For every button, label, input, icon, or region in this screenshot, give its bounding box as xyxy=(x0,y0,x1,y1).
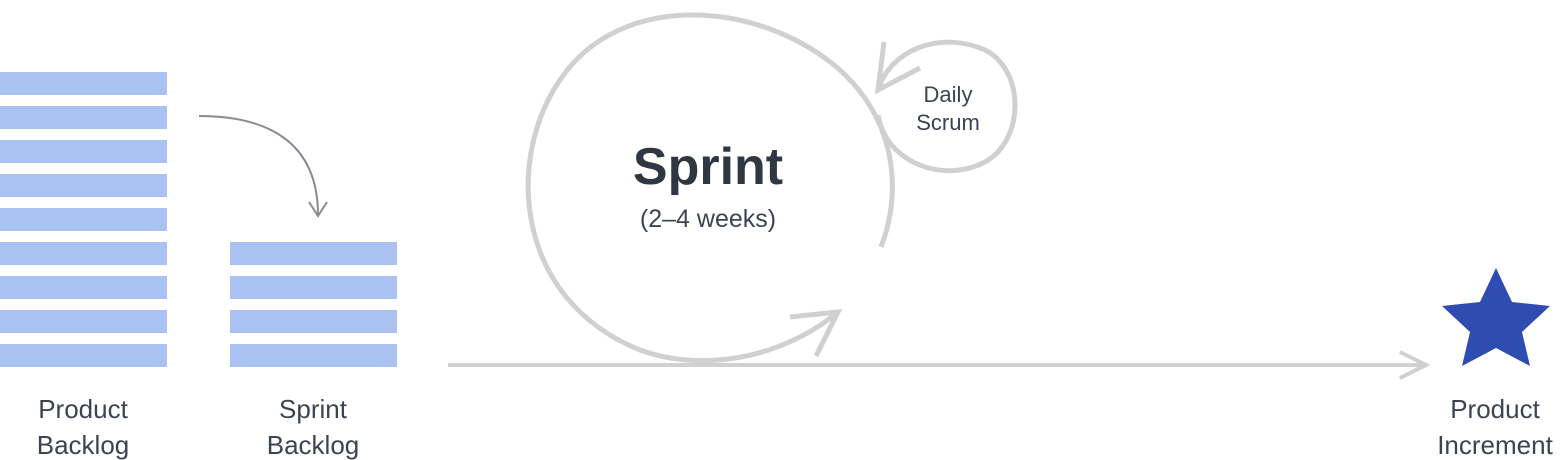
sprint-backlog-item xyxy=(230,276,397,299)
sprint-backlog-item xyxy=(230,344,397,367)
sprint-backlog-stack xyxy=(230,242,397,367)
timeline-arrow xyxy=(448,350,1431,380)
product-backlog-item xyxy=(0,310,167,333)
product-backlog-item xyxy=(0,72,167,95)
daily-scrum-loop xyxy=(874,39,1018,174)
sprint-cycle-loop xyxy=(525,12,895,364)
product-backlog-item xyxy=(0,140,167,163)
daily-scrum-label-line2: Scrum xyxy=(916,110,980,135)
product-backlog-item xyxy=(0,208,167,231)
sprint-backlog-label-line2: Backlog xyxy=(267,430,360,460)
product-increment-label-line2: Increment xyxy=(1437,430,1553,460)
product-increment-label-line1: Product xyxy=(1450,394,1540,424)
star-icon xyxy=(1442,268,1550,366)
product-backlog-item xyxy=(0,106,167,129)
sprint-backlog-item xyxy=(230,242,397,265)
product-backlog-item xyxy=(0,276,167,299)
product-backlog-stack xyxy=(0,72,167,367)
sprint-duration: (2–4 weeks) xyxy=(640,205,776,233)
product-backlog-item xyxy=(0,174,167,197)
sprint-backlog-label-line1: Sprint xyxy=(279,394,348,424)
product-backlog-label-line2: Backlog xyxy=(37,430,130,460)
product-backlog-item xyxy=(0,344,167,367)
product-backlog-item xyxy=(0,242,167,265)
backlog-transfer-arrow xyxy=(198,115,328,218)
sprint-title: Sprint xyxy=(633,138,783,196)
daily-scrum-label-line1: Daily xyxy=(924,82,973,107)
product-backlog-label-line1: Product xyxy=(38,394,128,424)
sprint-backlog-item xyxy=(230,310,397,333)
